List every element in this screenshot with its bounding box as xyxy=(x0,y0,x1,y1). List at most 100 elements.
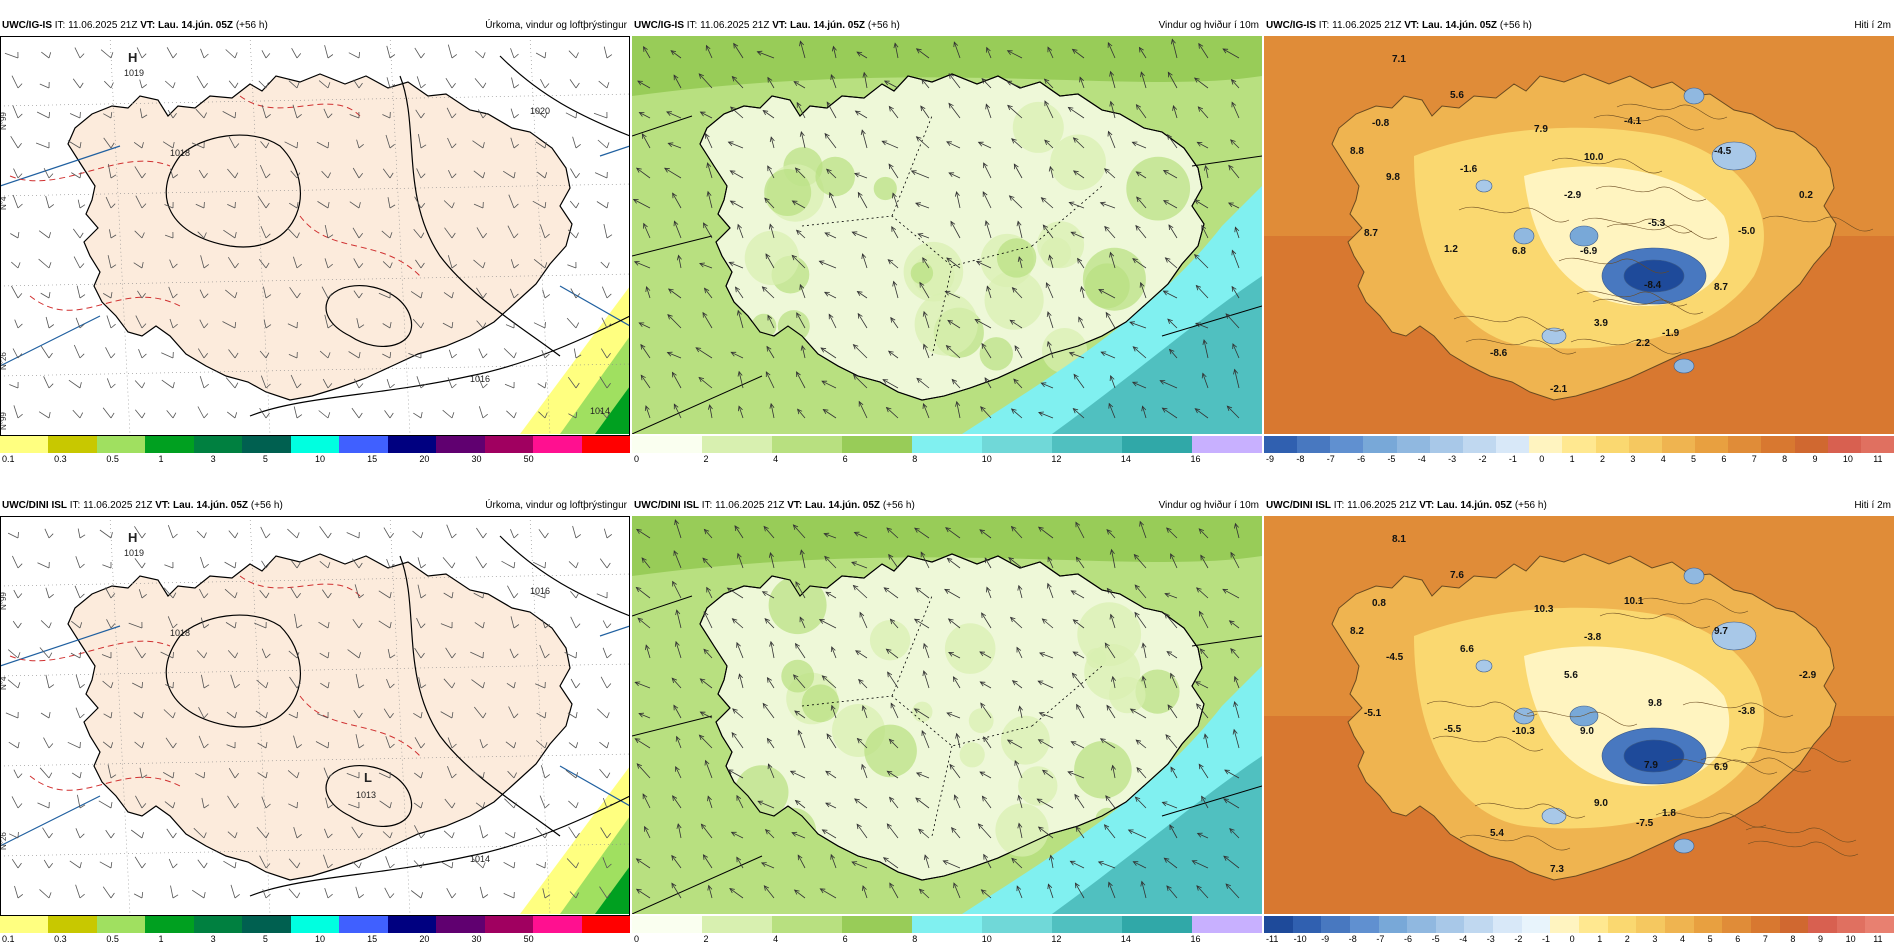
colorbar-tick-label: 10 xyxy=(1842,454,1853,464)
wind-arrow-head xyxy=(799,40,804,47)
wind-barb xyxy=(203,232,207,239)
isotherm xyxy=(1682,701,1794,718)
wind-arrow-head xyxy=(952,676,958,682)
wind-barb xyxy=(389,383,395,389)
wind-arrow xyxy=(191,142,205,149)
wind-arrow xyxy=(163,772,174,779)
wind-arrow xyxy=(890,317,899,329)
wind-arrow xyxy=(535,141,546,149)
wind-arrow xyxy=(1136,196,1147,209)
wind-arrow xyxy=(289,676,298,689)
wind-barb xyxy=(575,202,580,209)
wind-vectors xyxy=(634,519,1240,899)
wind-arrow-head xyxy=(1141,675,1147,682)
wind-arrow-head xyxy=(946,141,952,146)
wind-arrow xyxy=(319,350,329,359)
wind-barb xyxy=(575,52,579,59)
wind-barb xyxy=(296,202,299,209)
wind-arrow xyxy=(921,79,930,89)
wind-barb xyxy=(389,412,394,419)
wind-barb xyxy=(358,324,365,329)
wind-arrow xyxy=(223,229,236,239)
temperature-value: 9.8 xyxy=(1648,698,1662,709)
wind-arrow xyxy=(1170,673,1178,689)
wind-arrow-head xyxy=(983,853,989,860)
wind-arrow xyxy=(707,796,713,809)
wind-arrow-head xyxy=(1042,224,1048,231)
isotherm xyxy=(1606,223,1718,240)
wind-barb xyxy=(513,561,516,569)
wind-arrow-head xyxy=(737,370,743,377)
wind-arrow xyxy=(1073,408,1085,419)
vt-value: Lau. 14.jún. 05Z xyxy=(1422,20,1498,31)
wind-arrow-head xyxy=(889,796,895,803)
wind-arrow-head xyxy=(670,50,677,56)
wind-arrow-head xyxy=(1233,368,1239,375)
wind-arrow xyxy=(199,319,205,329)
wind-arrow xyxy=(1222,48,1240,59)
wind-arrow-head xyxy=(672,580,677,587)
wind-barb xyxy=(172,533,178,539)
wind-barb xyxy=(389,683,395,689)
model-name: UWC/DINI ISL xyxy=(1266,500,1331,511)
wind-arrow xyxy=(824,133,837,149)
wind-barb xyxy=(296,744,303,749)
wind-barb xyxy=(606,382,611,389)
wind-arrow xyxy=(225,622,236,629)
wind-arrow xyxy=(319,526,329,539)
wind-arrow xyxy=(382,168,391,179)
wind-arrow xyxy=(599,558,608,569)
wind-arrow xyxy=(946,345,961,359)
wind-arrow-head xyxy=(729,200,736,206)
wind-barb xyxy=(544,712,547,719)
wind-arrow xyxy=(768,763,775,779)
wind-arrow-head xyxy=(826,733,832,740)
wind-arrow xyxy=(646,286,651,299)
wind-barb xyxy=(544,321,546,329)
wind-arrow-head xyxy=(695,347,702,353)
wind-barb xyxy=(358,894,365,899)
wind-barb xyxy=(544,294,551,299)
colorbar-tick-label: 5 xyxy=(1707,934,1713,944)
wind-arrow-head xyxy=(831,45,837,52)
wind-arrow xyxy=(889,797,899,809)
wind-arrow xyxy=(323,767,329,779)
wind-barb xyxy=(606,803,612,809)
wind-arrow xyxy=(408,353,422,359)
wind-arrow xyxy=(40,345,50,359)
wind-arrow xyxy=(133,262,143,269)
wind-arrow-head xyxy=(736,794,742,801)
wind-arrow-head xyxy=(852,343,859,350)
wind-arrow-head xyxy=(888,163,894,170)
colorbar-tick-label: 0 xyxy=(634,934,640,944)
wind-arrow xyxy=(73,256,81,269)
colorbar-swatch xyxy=(1292,916,1322,933)
wind-speed-patch xyxy=(959,742,985,768)
temperature-value: 8.1 xyxy=(1392,534,1406,545)
wind-barb xyxy=(358,832,363,839)
wind-arrow-head xyxy=(1229,827,1235,834)
wind-arrow xyxy=(1007,105,1023,119)
wind-barb xyxy=(358,233,364,239)
wind-barb xyxy=(141,742,145,749)
wind-arrow-head xyxy=(1018,705,1023,712)
wind-arrow xyxy=(980,406,992,419)
wind-arrow xyxy=(918,233,930,239)
wind-barb xyxy=(451,113,457,119)
wind-arrow-head xyxy=(794,167,801,174)
wind-arrow xyxy=(1231,79,1240,89)
wind-arrow xyxy=(1164,857,1178,869)
model-name: UWC/IG-IS xyxy=(634,20,684,31)
wind-arrow-head xyxy=(921,78,927,85)
wind-barb xyxy=(110,593,116,599)
wind-arrow xyxy=(796,312,806,329)
wind-barb xyxy=(358,383,364,389)
wind-arrow xyxy=(321,170,329,179)
wind-barb xyxy=(17,142,22,149)
wind-arrow xyxy=(71,772,81,779)
colorbar-tick-label: -1 xyxy=(1508,454,1517,464)
wind-arrow-head xyxy=(793,889,800,895)
wind-barb xyxy=(17,173,23,179)
wind-arrow xyxy=(1167,72,1178,89)
wind-barb xyxy=(389,563,395,569)
